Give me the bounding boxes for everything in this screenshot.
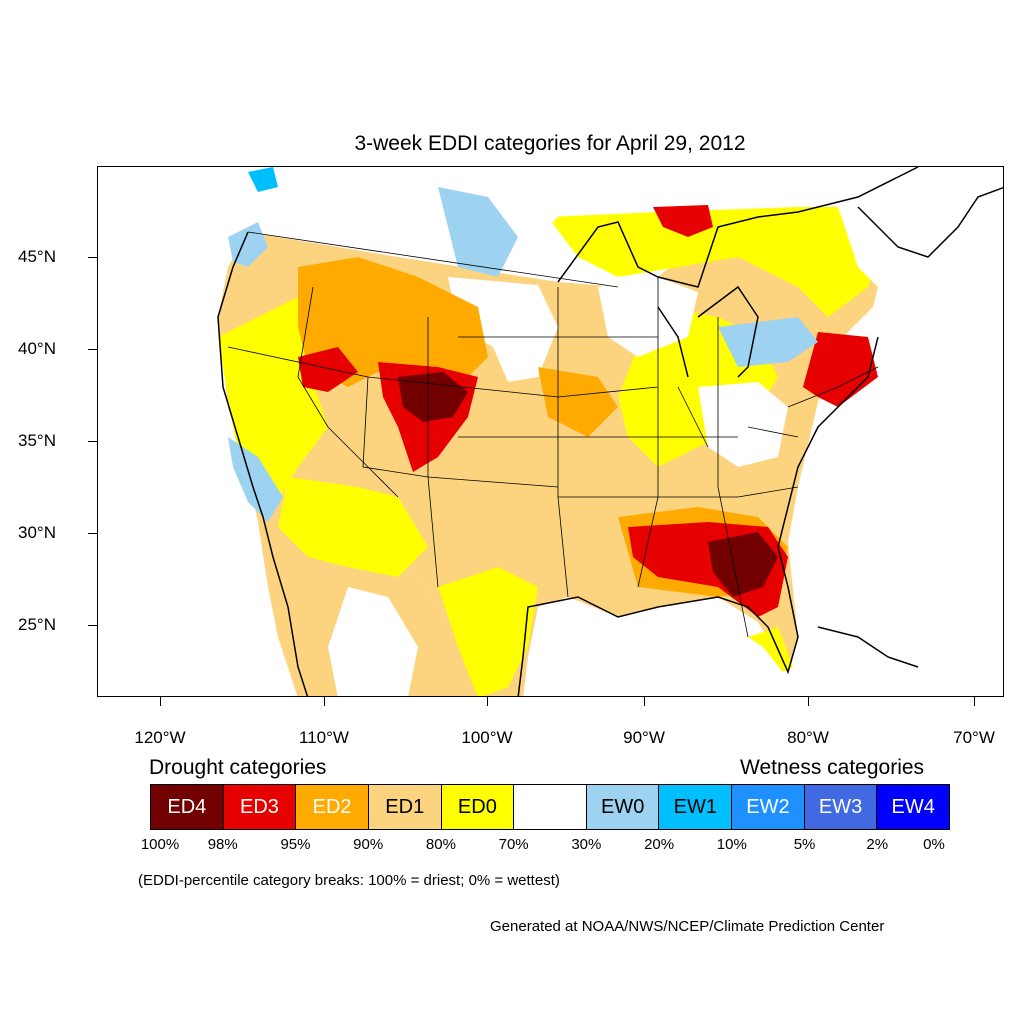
lon-label-120: 120°W [134,728,186,747]
percent-break: 100% [140,836,180,853]
ed3-region-michigan [653,205,713,237]
percent-break: 20% [644,836,675,853]
lon-label-70: 70°W [953,728,995,747]
state-borders [227,231,879,638]
neutral-region-north [448,277,558,382]
ed4-region-georgia [708,532,778,597]
neutral-region-mexico [328,587,418,696]
lat-label-45: 45°N [18,247,56,266]
map-panel [97,166,1004,697]
legend-box-ed1: ED1 [368,785,442,829]
ed3-region-idaho [298,347,358,392]
coastlines [217,167,1003,696]
lat-tick-40 [88,349,97,350]
lon-label-90: 90°W [623,728,665,747]
percent-break: 80% [425,836,456,853]
map-title: 3-week EDDI categories for April 29, 201… [354,132,746,155]
neutral-region-northeast-canada [798,167,1003,307]
percent-break: 10% [716,836,747,853]
eddi-map [217,167,1003,696]
percent-break: 2% [866,836,889,853]
ew1-region-bc [248,167,278,192]
breaks-note: (EDDI-percentile category breaks: 100% =… [138,872,560,889]
percent-break: 70% [498,836,529,853]
legend-box-ed2: ED2 [296,785,369,829]
ed3-region-northeast [803,332,878,407]
neutral-region-canada [298,167,558,247]
lat-tick-25 [88,625,97,626]
lat-tick-30 [88,533,97,534]
lat-label-30: 30°N [18,523,56,542]
ed0-region-canada [548,207,888,317]
legend-box-ew0: EW0 [586,785,660,829]
ed0-region-southwest [278,477,428,577]
lon-tick-90 [644,697,645,706]
legend-box-ew4: EW4 [877,785,950,829]
legend-box-ed0: ED0 [441,785,515,829]
percent-break: 98% [207,836,238,853]
ew0-region-canada [438,187,518,277]
legend-box-ew2: EW2 [732,785,805,829]
legend-box-ew3: EW3 [804,785,878,829]
drought-heading: Drought categories [149,756,327,779]
ew0-region-california [228,437,283,522]
legend-box-neutral [514,785,587,829]
lon-tick-100 [487,697,488,706]
lon-label-110: 110°W [299,728,349,747]
lat-tick-35 [88,441,97,442]
wetness-heading: Wetness categories [740,756,925,779]
ed0-region-texas [438,567,538,696]
lon-tick-120 [160,697,161,706]
legend-box-ed4: ED4 [151,785,224,829]
category-legend: ED4 ED3 ED2 ED1 ED0 EW0 EW1 EW2 EW3 EW4 [150,784,950,830]
lon-tick-80 [808,697,809,706]
percent-break: 30% [571,836,602,853]
lon-label-80: 80°W [787,728,829,747]
lat-tick-45 [88,257,97,258]
neutral-region-ohio [698,382,788,467]
credit-line: Generated at NOAA/NWS/NCEP/Climate Predi… [490,918,885,935]
lon-label-100: 100°W [461,728,513,747]
lon-tick-70 [974,697,975,706]
percent-break: 5% [793,836,816,853]
ew0-region-lakes [718,317,818,367]
lat-label-35: 35°N [18,431,56,450]
legend-box-ed3: ED3 [223,785,297,829]
percent-break: 90% [353,836,384,853]
percent-break: 0% [923,836,945,853]
ed4-region-colorado [398,372,468,422]
lon-tick-110 [324,697,325,706]
percent-break: 95% [280,836,311,853]
lat-label-25: 25°N [18,615,56,634]
lat-label-40: 40°N [18,339,56,358]
ed0-region-florida [748,627,793,672]
legend-box-ew1: EW1 [659,785,733,829]
